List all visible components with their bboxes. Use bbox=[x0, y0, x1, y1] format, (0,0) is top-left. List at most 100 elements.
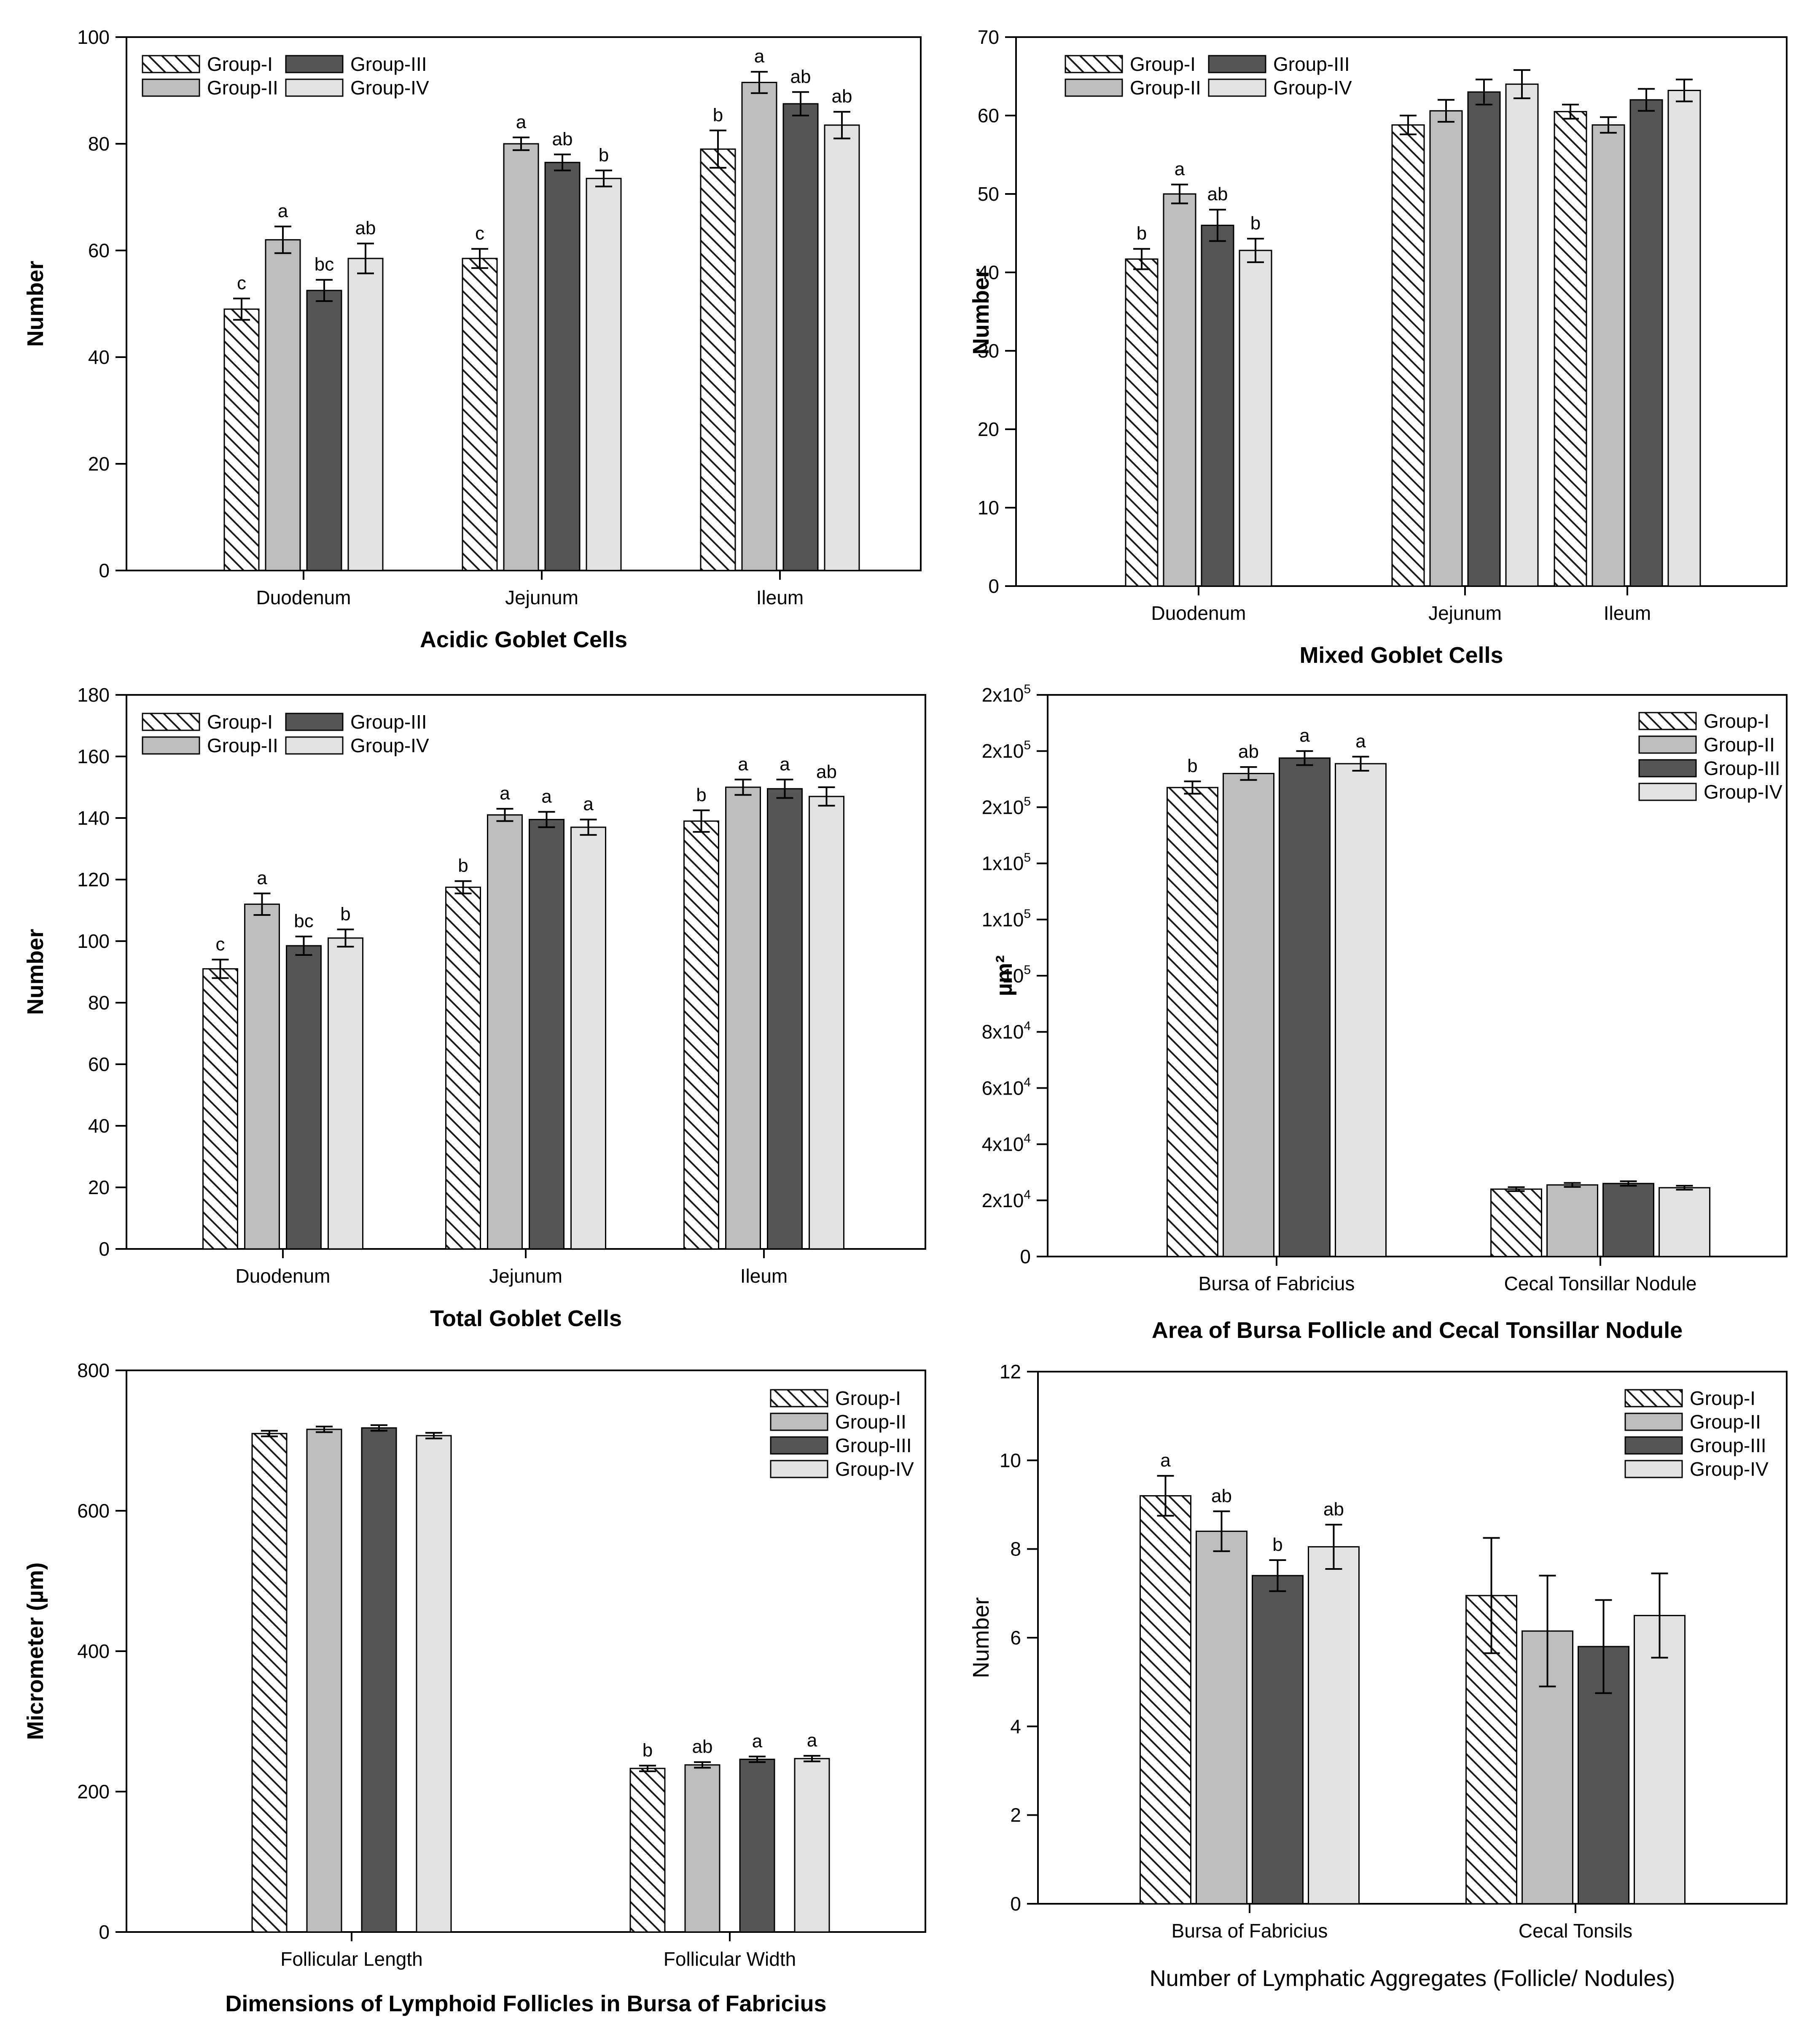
y-tick-label: 80 bbox=[88, 992, 110, 1014]
bar-group-i-jejunum bbox=[462, 258, 498, 571]
y-axis-label: Number bbox=[23, 261, 48, 347]
x-tick-label: Follicular Length bbox=[280, 1948, 423, 1970]
legend-label: Group-III bbox=[350, 711, 427, 733]
significance-letter: b bbox=[599, 145, 609, 165]
legend-label: Group-III bbox=[1273, 53, 1350, 75]
significance-letter: ab bbox=[1238, 741, 1259, 762]
significance-letter: ab bbox=[832, 86, 852, 107]
legend-swatch bbox=[285, 55, 344, 73]
legend-label: Group-II bbox=[835, 1411, 906, 1433]
legend-label: Group-II bbox=[207, 77, 278, 99]
bar-group-iii-follicular-length bbox=[361, 1427, 397, 1933]
y-tick-label: 10 bbox=[978, 497, 999, 519]
legend-label: Group-IV bbox=[350, 735, 429, 756]
significance-letter: ab bbox=[816, 762, 837, 782]
y-tick-label: 100 bbox=[77, 930, 110, 952]
significance-letter: ab bbox=[1211, 1485, 1232, 1506]
bar-group-iv-bursa-of-fabricius bbox=[1335, 763, 1387, 1257]
significance-letter: a bbox=[754, 46, 765, 67]
chart-title: Dimensions of Lymphoid Follicles in Burs… bbox=[225, 1991, 826, 2016]
bar-group-iii-jejunum bbox=[1467, 91, 1501, 587]
y-tick-label: 0 bbox=[99, 1921, 110, 1943]
bar-group-iii-jejunum bbox=[529, 819, 565, 1250]
significance-letter: b bbox=[340, 904, 350, 924]
x-tick-label: Follicular Width bbox=[664, 1948, 796, 1970]
x-tick-label: Duodenum bbox=[1151, 602, 1246, 624]
x-tick-label: Jejunum bbox=[1428, 602, 1502, 624]
legend-label: Group-II bbox=[1690, 1411, 1761, 1433]
y-axis-label: µm² bbox=[992, 955, 1017, 996]
y-tick-label: 20 bbox=[978, 418, 999, 440]
x-tick-label: Ileum bbox=[740, 1265, 788, 1287]
significance-letter: b bbox=[643, 1740, 653, 1760]
bar-group-iv-follicular-width bbox=[794, 1758, 830, 1933]
chart-panel-5: 0 200 400 600 800 Follicular Length Follicular… bbox=[23, 1359, 926, 2016]
significance-letter: b bbox=[696, 785, 706, 805]
y-axis-label: Micrometer (µm) bbox=[23, 1562, 48, 1740]
bar-group-iii-ileum bbox=[1629, 99, 1663, 587]
bar-group-i-duodenum bbox=[202, 968, 238, 1250]
y-axis-label: Number bbox=[968, 269, 994, 355]
legend-swatch bbox=[1624, 1413, 1683, 1431]
significance-letter: a bbox=[780, 754, 790, 775]
significance-letter: a bbox=[738, 754, 748, 775]
bar-group-iv-cecal-tonsils bbox=[1634, 1615, 1686, 1905]
bar-group-i-ileum bbox=[700, 148, 736, 571]
bar-group-ii-bursa-of-fabricius bbox=[1196, 1531, 1247, 1905]
bar-group-i-cecal-tonsillar-nodule bbox=[1490, 1188, 1542, 1257]
y-tick-label: 70 bbox=[978, 26, 999, 48]
y-tick-label: 0 bbox=[1020, 1246, 1031, 1267]
significance-letter: a bbox=[1160, 1450, 1171, 1471]
legend-swatch bbox=[142, 55, 200, 73]
x-tick-label: Cecal Tonsillar Nodule bbox=[1504, 1273, 1697, 1294]
legend-swatch bbox=[1638, 783, 1697, 801]
bar-group-i-duodenum bbox=[223, 308, 260, 571]
significance-letter: a bbox=[1355, 731, 1366, 752]
bar-group-iv-duodenum bbox=[328, 937, 363, 1250]
plot-frame bbox=[1047, 694, 1788, 1257]
legend-label: Group-I bbox=[1130, 53, 1196, 75]
bar-group-ii-jejunum bbox=[1429, 110, 1463, 587]
significance-letter: b bbox=[1272, 1534, 1282, 1555]
significance-letter: a bbox=[257, 868, 267, 888]
chart-panel-6: 0 2 4 6 8 10 12 Bursa of Fabricius Cecal Tonsils… bbox=[968, 1361, 1788, 1991]
legend-swatch bbox=[770, 1389, 828, 1407]
x-tick-label: Jejunum bbox=[489, 1265, 562, 1287]
bar-group-iii-duodenum bbox=[306, 290, 342, 571]
bar-group-i-duodenum bbox=[1125, 258, 1159, 587]
significance-letter: bc bbox=[294, 911, 313, 931]
significance-letter: a bbox=[583, 794, 594, 815]
bar-group-iii-follicular-width bbox=[739, 1758, 775, 1933]
legend-label: Group-IV bbox=[350, 77, 429, 99]
legend-label: Group-I bbox=[1690, 1387, 1755, 1409]
legend-swatch bbox=[1065, 78, 1123, 97]
significance-letter: ab bbox=[692, 1736, 713, 1757]
bar-group-i-follicular-width bbox=[629, 1768, 666, 1933]
chart-panel-2: 0 10 20 30 40 50 60 70 Duodenum Jejunum Ileum b a ab b… bbox=[968, 26, 1788, 668]
bar-group-iv-jejunum bbox=[1505, 83, 1539, 587]
significance-letter: bc bbox=[315, 254, 334, 275]
bar-group-i-ileum bbox=[683, 820, 719, 1250]
significance-letter: c bbox=[475, 223, 484, 244]
bar-group-iv-duodenum bbox=[347, 258, 384, 571]
legend-swatch bbox=[1638, 759, 1697, 778]
legend-swatch bbox=[770, 1413, 828, 1431]
y-tick-label: 60 bbox=[88, 239, 110, 261]
bar-group-iv-bursa-of-fabricius bbox=[1308, 1546, 1360, 1905]
bar-group-iv-ileum bbox=[824, 124, 860, 571]
legend-label: Group-I bbox=[207, 53, 273, 75]
chart-panel-3: 0 20 40 60 80 100 120 140 160 180 Duodenum Jejunum I… bbox=[23, 684, 926, 1331]
y-tick-label: 40 bbox=[978, 261, 999, 283]
significance-letter: a bbox=[807, 1730, 817, 1751]
legend-label: Group-III bbox=[1690, 1434, 1766, 1456]
y-tick-label: 6 bbox=[1010, 1627, 1021, 1649]
bar-group-i-bursa-of-fabricius bbox=[1167, 787, 1218, 1257]
legend-swatch bbox=[142, 713, 200, 731]
chart-title: Acidic Goblet Cells bbox=[420, 627, 627, 652]
legend-label: Group-III bbox=[350, 53, 427, 75]
